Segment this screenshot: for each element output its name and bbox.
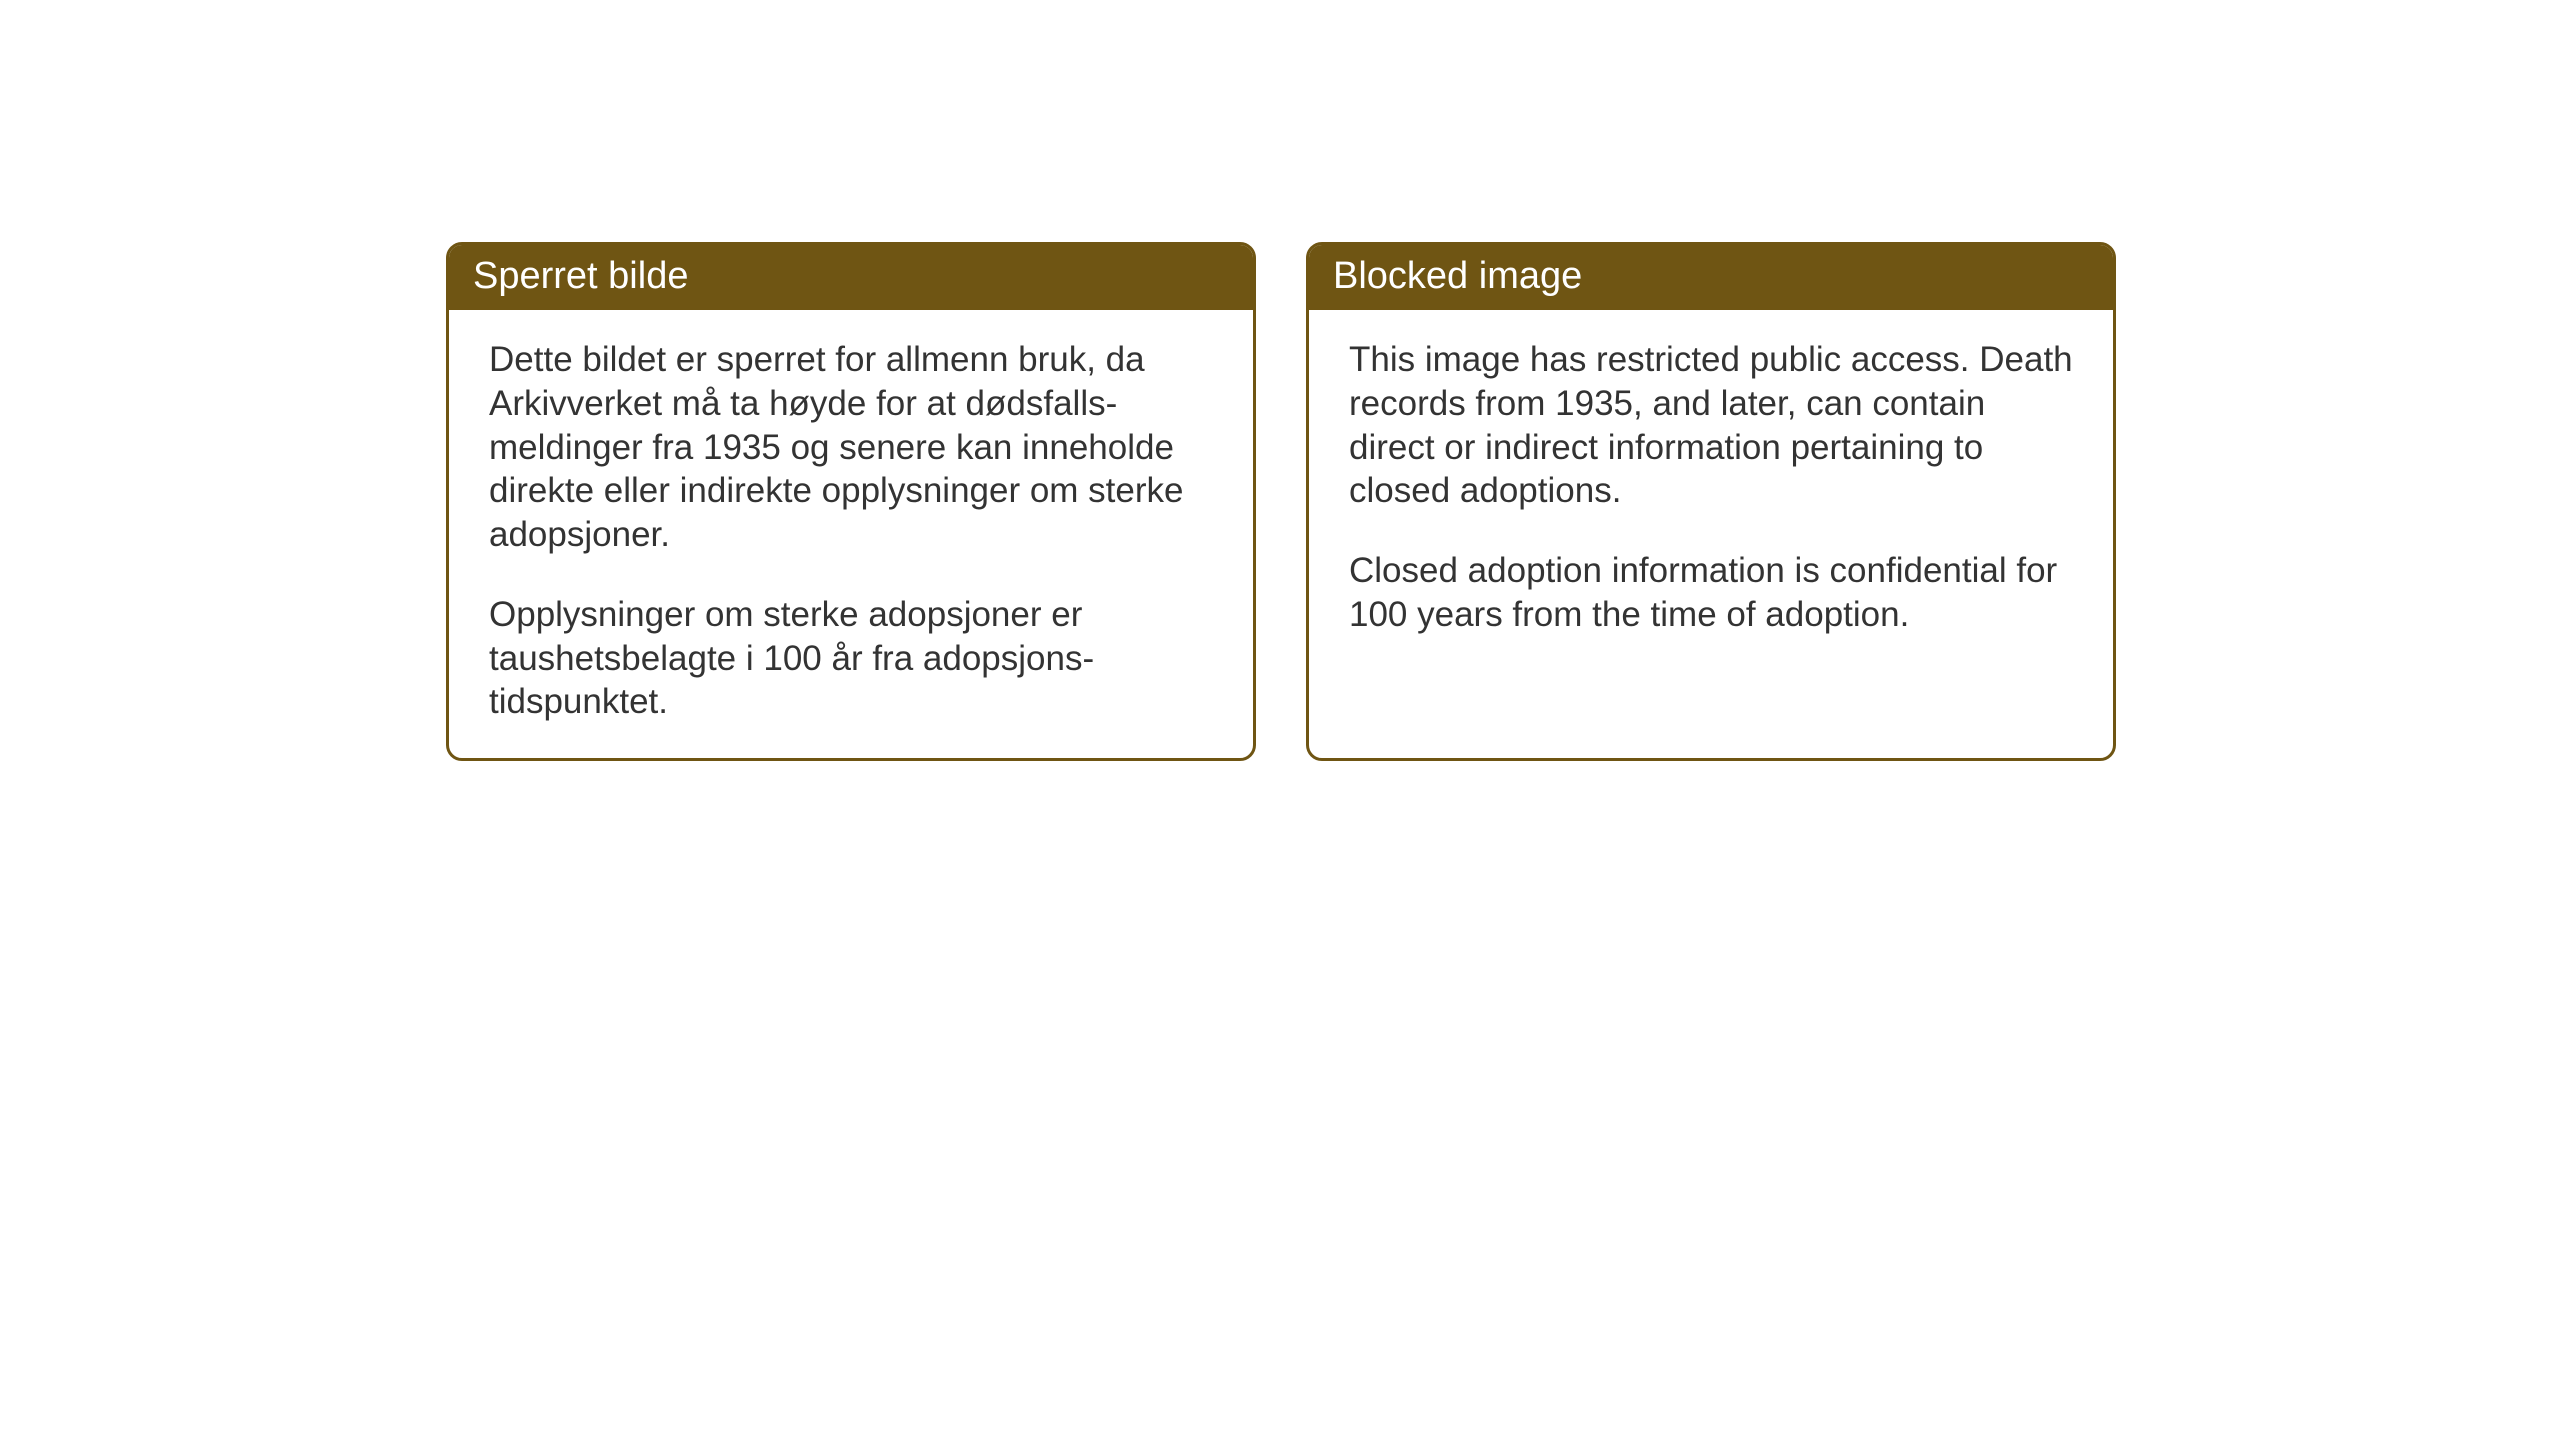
cards-container: Sperret bilde Dette bildet er sperret fo… xyxy=(446,242,2116,761)
card-norwegian-para-1: Dette bildet er sperret for allmenn bruk… xyxy=(489,338,1213,557)
card-english-header: Blocked image xyxy=(1309,245,2113,310)
card-norwegian-header: Sperret bilde xyxy=(449,245,1253,310)
card-norwegian-title: Sperret bilde xyxy=(473,255,688,297)
card-norwegian: Sperret bilde Dette bildet er sperret fo… xyxy=(446,242,1256,761)
card-norwegian-para-2: Opplysninger om sterke adopsjoner er tau… xyxy=(489,593,1213,724)
card-english: Blocked image This image has restricted … xyxy=(1306,242,2116,761)
card-english-para-1: This image has restricted public access.… xyxy=(1349,338,2073,513)
card-norwegian-body: Dette bildet er sperret for allmenn bruk… xyxy=(449,310,1253,758)
card-english-para-2: Closed adoption information is confident… xyxy=(1349,549,2073,637)
card-english-body: This image has restricted public access.… xyxy=(1309,310,2113,750)
card-english-title: Blocked image xyxy=(1333,255,1582,297)
